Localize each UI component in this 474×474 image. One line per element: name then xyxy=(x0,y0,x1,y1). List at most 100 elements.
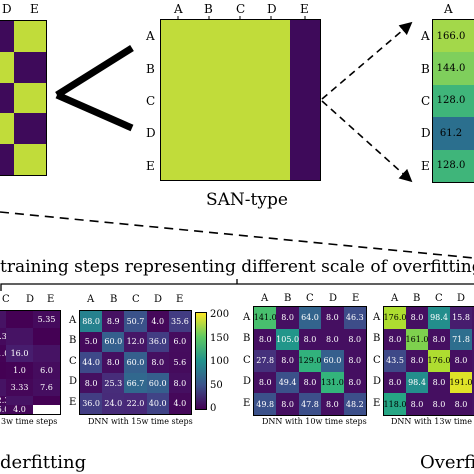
heat-cell: 50.7 xyxy=(124,311,147,332)
heat-cell: 8.0 xyxy=(450,350,472,372)
checker-cell xyxy=(0,51,14,83)
heat-cell: 60.0 xyxy=(124,352,147,373)
san-row-label-c: C xyxy=(146,94,156,108)
heat-cell xyxy=(33,396,60,405)
row-label: B xyxy=(69,335,77,346)
heat-cell: 8.0 xyxy=(80,372,103,394)
heat-cell: 60.0 xyxy=(146,372,169,394)
hm2-caption: DNN with 15w time steps xyxy=(88,417,193,426)
edge-cell xyxy=(6,396,33,405)
edge-cell xyxy=(472,371,474,394)
row-label: D xyxy=(243,376,252,387)
right-row-label-b: B xyxy=(421,62,430,76)
heat-cell: 4.0 xyxy=(146,311,169,332)
edge-cell xyxy=(6,328,33,345)
heatmap-dnn-13w: 176.0 8.0 98.4 15.8 8.0 161.0 8.0 71.8 43.5 8.0 17… xyxy=(383,306,474,416)
heat-cell: 24.0 xyxy=(102,393,125,414)
heat-cell: 131.0 xyxy=(321,371,344,394)
row-label: C xyxy=(373,355,381,366)
zoom-line-upper xyxy=(55,45,134,98)
heat-cell xyxy=(0,362,6,379)
heat-cell: 191.0 xyxy=(450,371,472,394)
edge-cell xyxy=(0,311,6,328)
edge-cell xyxy=(472,393,474,415)
checker-cell xyxy=(0,144,14,175)
col-label: D xyxy=(329,293,338,304)
heat-cell: 5.6 xyxy=(168,352,191,373)
right-row-label-d: D xyxy=(421,126,431,140)
heat-cell: 1.0 xyxy=(0,345,6,362)
heat-cell: 8.0 xyxy=(428,393,450,415)
checker-cell xyxy=(14,51,46,83)
heatmap-dnn-15w: 88.0 8.9 50.7 4.0 35.6 5.0 60.0 12.0 36.0 6.0 44.0… xyxy=(79,310,192,415)
colorbar-tick-label: 0 xyxy=(210,403,217,414)
heat-cell: 129.0 xyxy=(298,350,322,372)
row-label: C xyxy=(243,355,251,366)
heat-cell: 8.0 xyxy=(450,393,472,415)
col-label: C xyxy=(435,293,443,304)
dashed-arrow-lower xyxy=(321,100,413,183)
colorbar-tick-label: 200 xyxy=(210,309,230,320)
heat-cell: 8.0 xyxy=(384,371,406,394)
colorbar xyxy=(195,312,207,410)
right-col-label-a: A xyxy=(444,2,453,16)
heat-cell: 8.0 xyxy=(168,372,191,394)
heat-cell: 71.8 xyxy=(450,328,472,351)
heat-cell: 27.8 xyxy=(254,350,277,372)
col-label: D xyxy=(154,294,163,305)
colorbar-tick-label: 100 xyxy=(210,356,230,367)
heat-cell: 8.9 xyxy=(102,311,125,332)
right-row-label-e: E xyxy=(421,159,430,173)
heat-cell: 36.0 xyxy=(80,393,103,414)
colorbar-tick-label: 150 xyxy=(210,332,230,344)
col-label: E xyxy=(352,293,360,304)
row-label: E xyxy=(69,397,77,408)
heat-cell xyxy=(33,328,60,345)
edge-cell xyxy=(469,52,474,85)
heat-cell: 44.0 xyxy=(80,352,103,373)
san-col-label-a: A xyxy=(174,2,183,16)
heat-cell xyxy=(6,311,33,328)
heatmap-underfit-13w: 5.355.381.016.01.06.03.337.62.36.04.0 xyxy=(0,310,61,415)
san-col-label-e: E xyxy=(300,2,309,16)
heat-cell: 47.8 xyxy=(298,393,322,415)
heat-cell: 8.0 xyxy=(406,307,428,329)
heat-cell: 3.33 xyxy=(6,379,33,396)
row-label: D xyxy=(373,376,382,387)
heat-cell: 176.0 xyxy=(428,350,450,372)
heat-cell: 8.0 xyxy=(428,371,450,394)
value-cell: 144.0 xyxy=(433,52,469,85)
row-label: B xyxy=(243,333,251,344)
hm4-caption: DNN with 13w time steps xyxy=(391,417,474,426)
heat-cell: 8.0 xyxy=(276,350,299,372)
heat-cell: 64.0 xyxy=(298,307,322,329)
col-label: D xyxy=(457,293,466,304)
row-label: E xyxy=(373,398,381,409)
col-label: B xyxy=(284,293,292,304)
overfitting-label: Overfitt xyxy=(420,452,474,473)
heat-cell: 8.0 xyxy=(146,352,169,373)
heat-cell: 16.0 xyxy=(6,345,33,362)
row-label: B xyxy=(373,333,381,344)
checker-cell xyxy=(0,21,14,52)
heat-cell: 43.5 xyxy=(384,350,406,372)
san-row-label-a: A xyxy=(146,29,155,43)
edge-cell xyxy=(469,149,474,182)
heat-cell: 161.0 xyxy=(406,328,428,351)
row-label: E xyxy=(243,398,251,409)
left-col-label-e: E xyxy=(30,2,39,16)
edge-cell xyxy=(469,20,474,53)
row-label: A xyxy=(243,312,251,323)
heat-cell: 48.2 xyxy=(343,393,366,415)
heat-cell: 8.0 xyxy=(321,328,344,351)
heat-cell: 15.8 xyxy=(450,307,472,329)
row-label: A xyxy=(373,312,381,323)
left-checkerboard-heatmap xyxy=(0,20,47,176)
heat-cell: 8.0 xyxy=(298,371,322,394)
col-label: C xyxy=(306,293,314,304)
edge-cell xyxy=(33,345,60,362)
hm3-caption: DNN with 10w time steps xyxy=(262,417,367,426)
col-label: C xyxy=(2,294,10,305)
heat-cell: 8.0 xyxy=(406,393,428,415)
heat-cell: 8.0 xyxy=(321,307,344,329)
